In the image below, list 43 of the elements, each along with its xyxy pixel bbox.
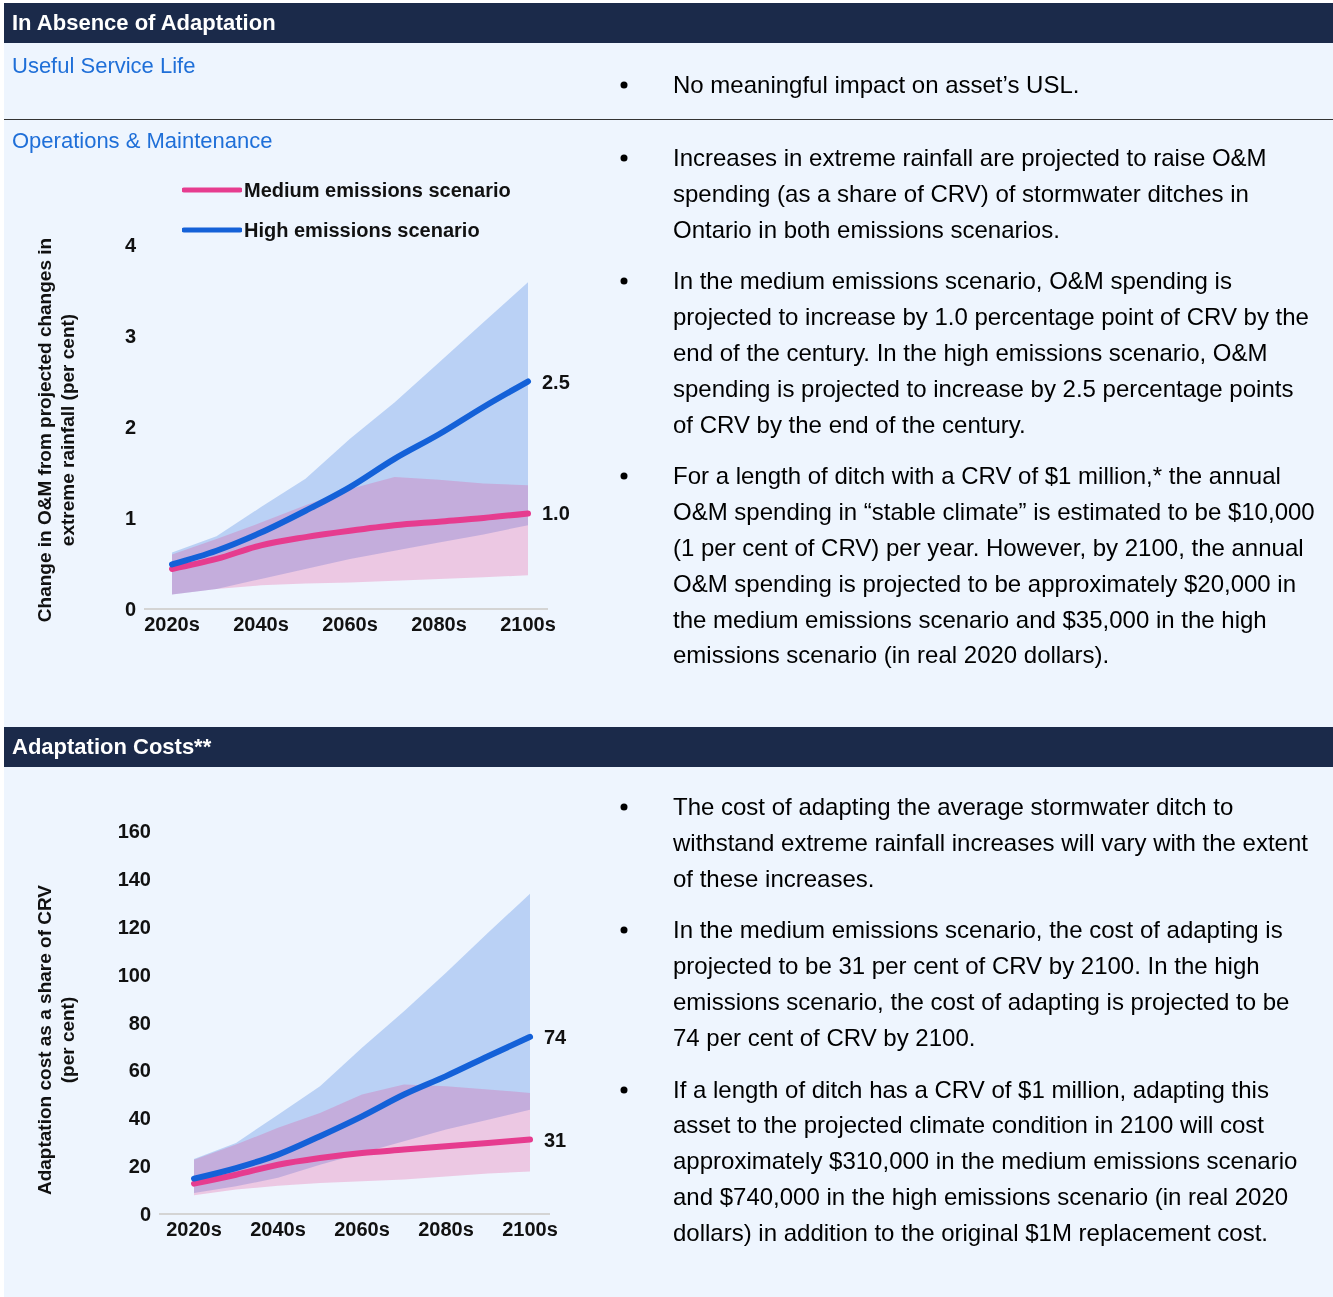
x-tick-label: 2080s: [418, 1218, 474, 1241]
data-label: 74: [544, 1025, 568, 1048]
legend-label: Medium emissions scenario: [244, 178, 511, 202]
text: No meaningful impact on asset’s USL.: [673, 70, 1080, 100]
x-tick-label: 2040s: [233, 613, 289, 636]
chart-title: Operations & Maintenance: [12, 128, 273, 154]
x-tick-label: 2060s: [322, 613, 378, 636]
y-tick-label: 4: [124, 234, 137, 257]
y-axis-title: Adaptation cost as a share of CRV (per cent): [33, 883, 79, 1198]
y-tick-label: 1: [124, 507, 136, 530]
y-tick-label: 140: [117, 867, 151, 890]
text: If a length of ditch has a CRV of $1 million, adapting this asset to the projected climate condition in 2100 will cost approximately $310,000 in the medium emissions scenario and $740,000 in the high emissions scenario (in real 2020 dollars) in addition to the original $1M replacement cost.: [673, 1074, 1299, 1248]
chart-title: Adaptation Costs**: [4, 727, 1333, 767]
y-tick-label: 20: [128, 1155, 151, 1178]
x-tick-label: 2060s: [334, 1218, 390, 1241]
data-label: 31: [544, 1128, 567, 1151]
y-tick-label: 100: [117, 963, 151, 986]
legend-label: High emissions scenario: [244, 218, 480, 242]
y-axis-title: Change in O&M from projected changes in extreme rainfall (per cent): [33, 236, 79, 625]
y-tick-label: 80: [128, 1011, 151, 1034]
x-tick-label: 2100s: [502, 1218, 558, 1241]
data-label: 1.0: [542, 502, 570, 525]
x-tick-label: 2020s: [166, 1218, 222, 1241]
text: In the medium emissions scenario, O&M spending is projected to increase by 1.0 percentage point of CRV by the end of the century. In the high emissions scenario, O&M spending is projected to increase by 2.5 percentage points of CRV by the end of the century.: [673, 266, 1310, 440]
text: The cost of adapting the average stormwater ditch to withstand extreme rainfall increases will vary with the extent of these increases.: [673, 792, 1309, 894]
x-tick-label: 2020s: [144, 613, 200, 636]
text: In the medium emissions scenario, the cost of adapting is projected to be 31 per cent of CRV by 2100. In the high emissions scenario, the cost of adapting is projected to be 74 per cent of CRV by 2100.: [673, 915, 1291, 1053]
text: For a length of ditch with a CRV of $1 million,* the annual O&M spending in “stable climate” is estimated to be $10,000 (1 per cent of CRV) per year. However, by 2100, the annual O&M spending is projected to be approximately $20,000 in the medium emissions scenario and $35,000 in the high emissions scenario (in real 2020 dollars).: [673, 461, 1316, 671]
y-tick-label: 0: [139, 1203, 151, 1226]
text: In Absence of Adaptation: [4, 3, 1333, 43]
y-tick-label: 120: [117, 915, 151, 938]
x-tick-label: 2100s: [500, 613, 556, 636]
y-tick-label: 3: [124, 325, 136, 348]
text: Increases in extreme rainfall are projected to raise O&M spending (as a share of CRV) of stormwater ditches in Ontario in both emissions scenarios.: [673, 143, 1268, 245]
y-tick-label: 40: [128, 1107, 151, 1130]
data-label: 2.5: [542, 370, 570, 393]
x-tick-label: 2080s: [411, 613, 467, 636]
text: Useful Service Life: [12, 53, 196, 79]
y-tick-label: 2: [124, 416, 136, 439]
y-tick-label: 160: [117, 820, 151, 843]
y-tick-label: 0: [124, 598, 136, 621]
x-tick-label: 2040s: [250, 1218, 306, 1241]
y-tick-label: 60: [128, 1059, 151, 1082]
